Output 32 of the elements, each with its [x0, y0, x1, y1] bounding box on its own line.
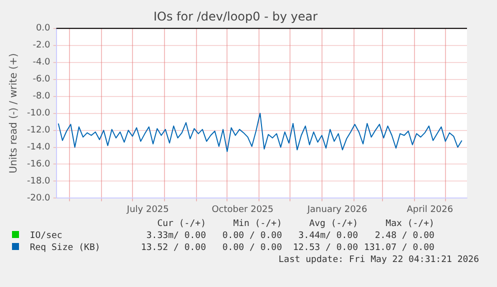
x-tick-label: January 2026 — [306, 204, 368, 215]
x-tick-label: October 2025 — [212, 204, 274, 215]
chart-title: IOs for /dev/loop0 - by year — [153, 9, 318, 24]
text: 131.07 / 0.00 — [363, 242, 434, 254]
text: 2.48 / 0.00 — [374, 230, 434, 242]
legend-label: Req Size (KB) — [28, 242, 102, 254]
text: Last update: Fri May 22 04:31:21 2026 — [278, 255, 479, 265]
legend-label: IO/sec — [28, 230, 64, 242]
text: 0.00 / 0.00 — [221, 242, 282, 254]
y-tick-label: -8.0 — [32, 92, 51, 102]
x-tick-label: July 2025 — [126, 204, 169, 215]
y-tick-label: 0.0 — [36, 24, 51, 34]
y-tick-label: -10.0 — [26, 108, 51, 119]
text: 3.44m/ 0.00 — [297, 230, 358, 242]
text: 13.52 / 0.00 — [140, 242, 206, 254]
text: Min (-/+) — [232, 218, 282, 230]
y-tick-label: -20.0 — [26, 194, 51, 204]
y-tick-label: -4.0 — [32, 58, 51, 68]
text: 3.33m/ 0.00 — [145, 230, 206, 242]
y-tick-label: -14.0 — [26, 142, 51, 153]
text: Max (-/+) — [384, 218, 434, 230]
y-tick-label: -16.0 — [26, 160, 51, 170]
text: Avg (-/+) — [308, 218, 358, 230]
y-tick-label: -18.0 — [26, 176, 51, 187]
text: 12.53 / 0.00 — [292, 242, 358, 254]
y-axis-title: Units read (-) / write (+) — [8, 53, 20, 174]
text: 0.00 / 0.00 — [221, 230, 282, 242]
y-tick-label: -6.0 — [32, 74, 51, 85]
y-tick-label: -12.0 — [26, 126, 51, 136]
x-tick-label: April 2026 — [406, 204, 454, 215]
text: Cur (-/+) — [156, 218, 206, 230]
y-tick-label: -2.0 — [32, 40, 51, 51]
